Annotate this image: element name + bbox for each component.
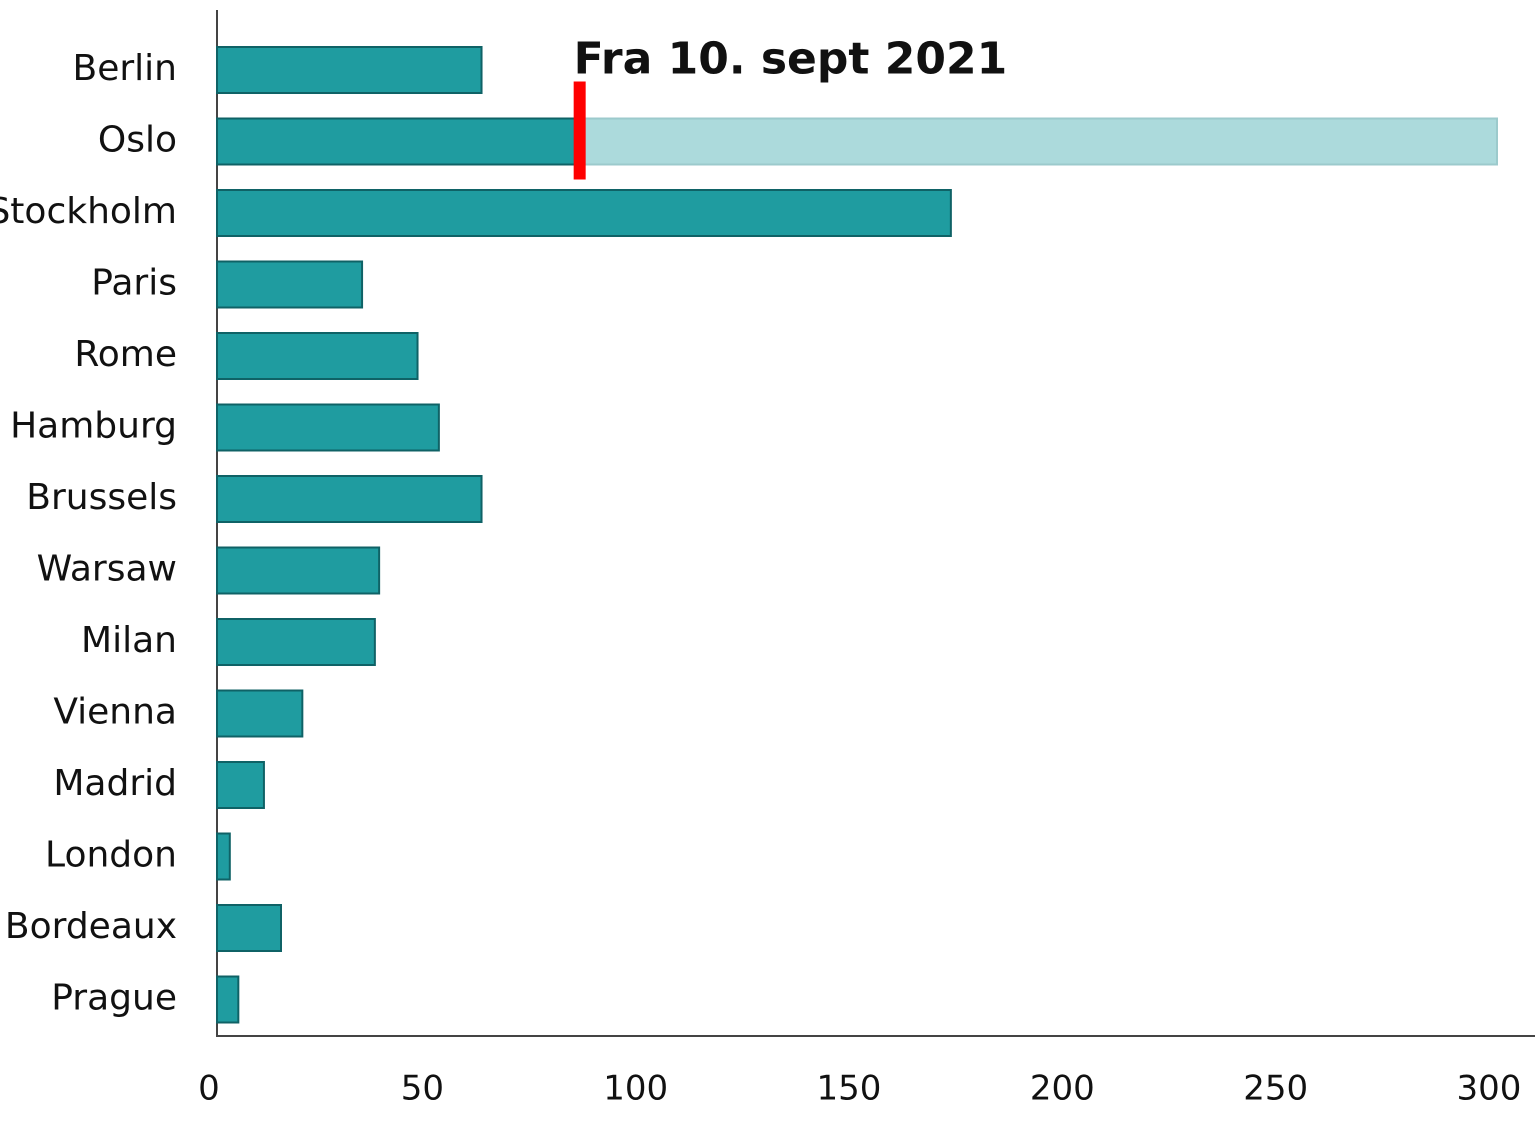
y-tick-label: Bordeaux [5,906,177,947]
y-tick-label: Vienna [53,692,177,733]
annotation: Fra 10. sept 2021 [574,34,1008,85]
bar [216,975,240,1024]
x-tick-label: 100 [603,1069,668,1109]
y-tick-label: Warsaw [37,549,177,590]
y-tick-label: Prague [51,978,177,1019]
bar [216,761,265,809]
y-tick-label: London [45,835,177,876]
annotation-marker [573,81,586,180]
x-tick-label: 250 [1243,1069,1308,1109]
bar [216,832,231,881]
y-tick-label: Oslo [98,120,177,161]
bar [216,618,376,666]
bar [216,904,282,952]
y-tick-label: Hamburg [10,406,177,447]
bar [216,475,483,523]
y-tick-label: Berlin [73,48,177,89]
y-tick-label: Madrid [53,763,177,804]
bar [216,403,440,452]
y-tick-label: Stockholm [0,191,177,232]
y-tick-label: Paris [91,263,177,304]
bar [216,117,581,166]
x-tick-label: 0 [198,1069,220,1109]
bar [216,546,381,595]
bar [216,260,364,309]
x-tick-label: 50 [401,1069,444,1109]
x-tick-label: 200 [1030,1069,1095,1109]
bar [216,189,952,237]
x-tick-label: 150 [817,1069,882,1109]
bar [578,117,1498,166]
y-tick-label: Rome [74,334,177,375]
x-tick-label: 300 [1457,1069,1522,1109]
bar [216,46,483,94]
bar [216,689,304,738]
y-tick-label: Milan [81,620,177,661]
y-tick-label: Brussels [26,477,177,518]
bar [216,332,419,380]
